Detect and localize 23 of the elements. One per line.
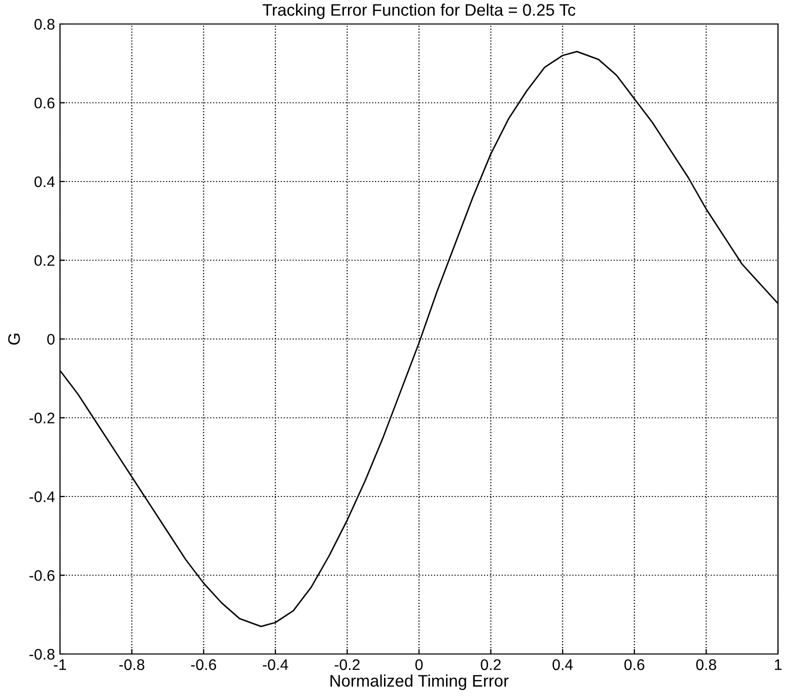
x-tick-label: -0.8 — [119, 659, 144, 670]
x-tick-label: 1 — [774, 659, 782, 670]
y-tick-label: 0 — [47, 334, 55, 345]
y-tick-label: -0.2 — [29, 412, 54, 424]
x-tick-label: 0.6 — [624, 659, 644, 670]
y-tick-label: 0.8 — [34, 18, 54, 30]
y-tick-label: 0.4 — [34, 176, 55, 188]
chart-title: Tracking Error Function for Delta = 0.25 Tc — [262, 4, 576, 20]
y-axis-title: G — [8, 334, 20, 345]
x-tick-label: 0 — [415, 659, 423, 670]
y-tick-label: -0.8 — [29, 648, 54, 660]
x-tick-label: -0.6 — [191, 659, 216, 670]
x-tick-label: 0.4 — [552, 659, 573, 670]
y-tick-label: -0.4 — [29, 491, 55, 502]
x-tick-label: -0.4 — [262, 659, 288, 670]
x-axis-title: Normalized Timing Error — [330, 674, 509, 690]
y-tick-label: 0.6 — [34, 98, 54, 108]
x-tick-label: 0.2 — [480, 659, 501, 670]
y-tick-label: -0.6 — [29, 570, 54, 581]
x-tick-label: 0.8 — [696, 659, 716, 670]
y-tick-label: 0.2 — [34, 255, 54, 266]
x-tick-label: -0.2 — [334, 659, 360, 670]
x-tick-label: -1 — [54, 659, 66, 670]
